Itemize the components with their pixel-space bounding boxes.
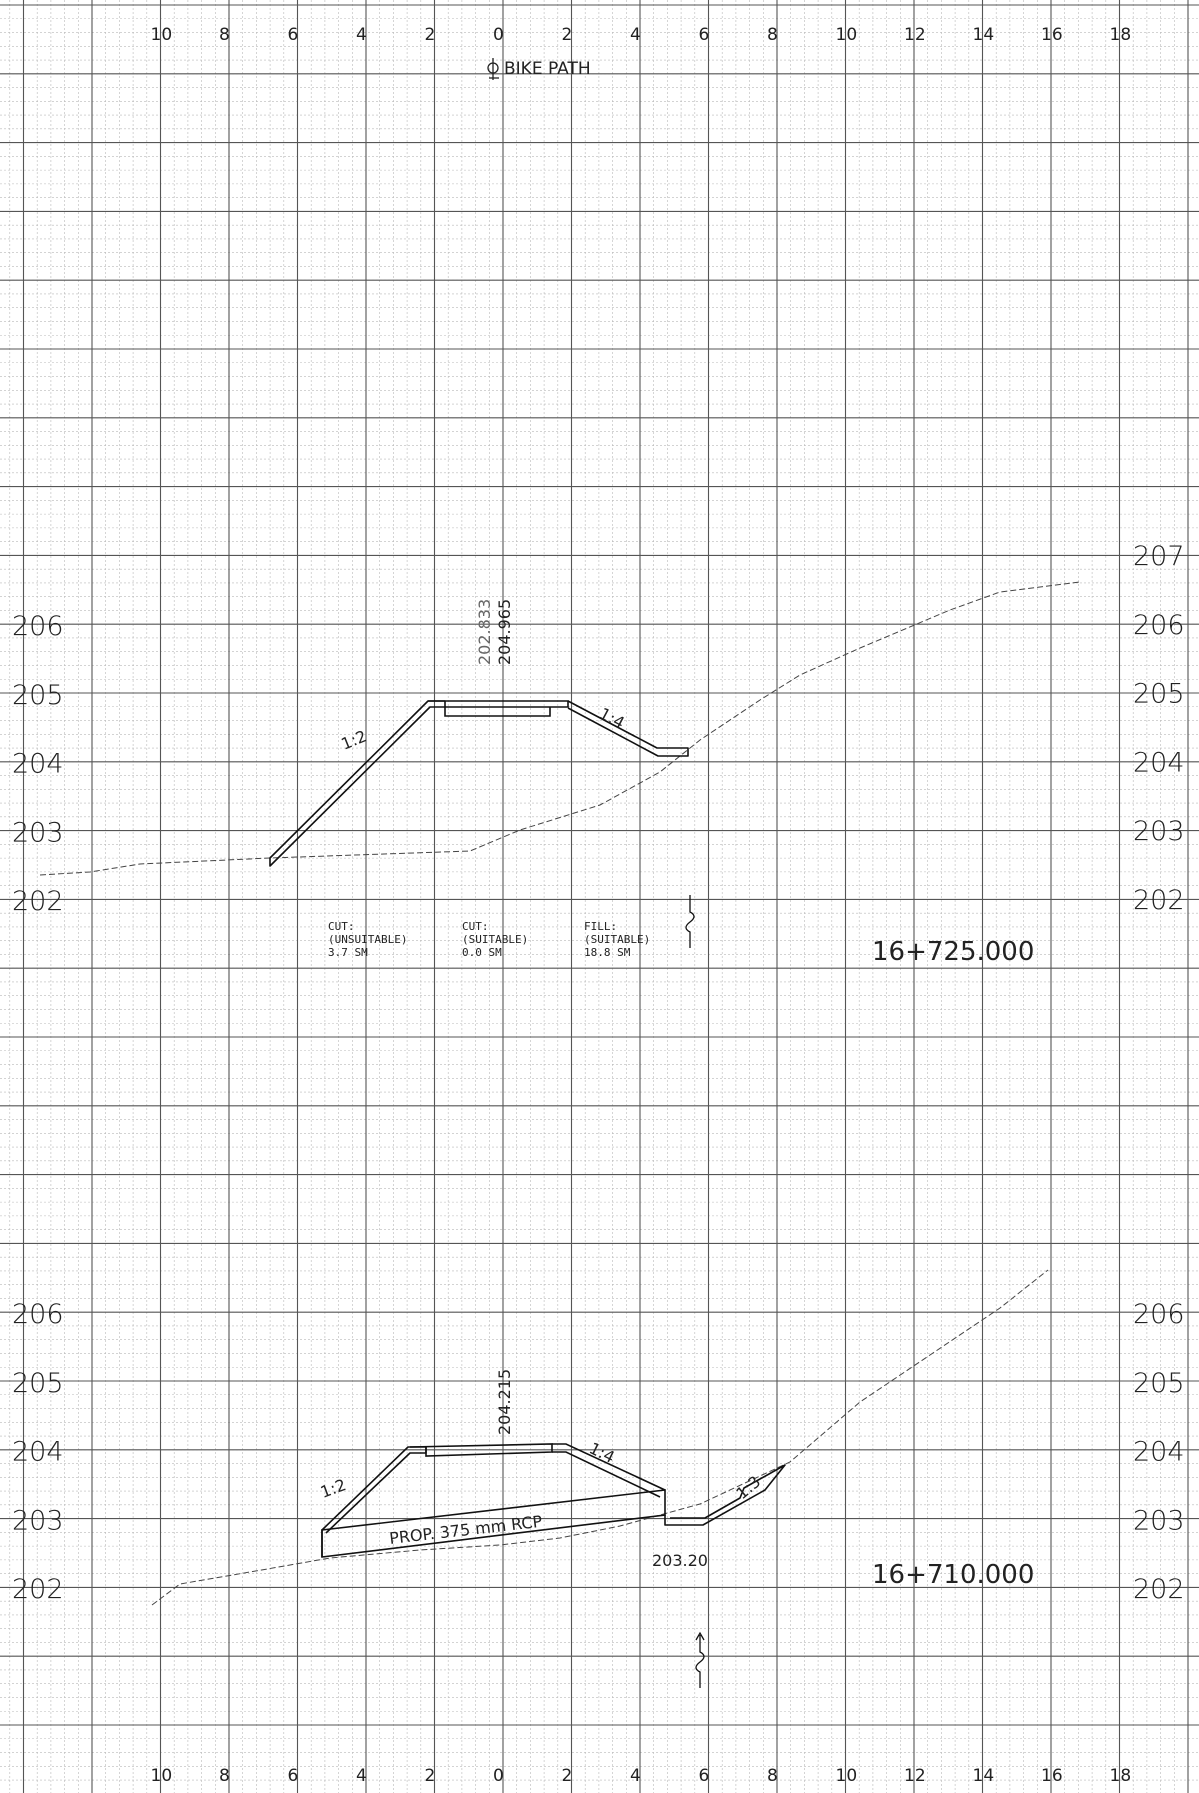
offset-tick-label: 2 (425, 1766, 436, 1786)
elevation-tick-label: 206 (12, 611, 64, 642)
offset-tick-label: 0 (493, 1766, 504, 1786)
elevation-tick-label: 205 (1133, 1368, 1185, 1399)
elevation-tick-label: 205 (12, 1368, 64, 1399)
elevation-tick-label: 204 (1133, 747, 1185, 778)
offset-tick-label: 10 (836, 1766, 858, 1786)
centerline-break-symbol (685, 895, 695, 948)
elevation-scale-right: 206 205 204 203 202 (1133, 1299, 1185, 1605)
offset-tick-label: 12 (904, 1766, 926, 1786)
elevation-tick-label: 204 (12, 1437, 64, 1468)
quantity-3-area: 18.8 SM (584, 946, 631, 959)
slope-label-ditch: 1:3 (732, 1472, 764, 1503)
existing-ground-line (151, 1269, 1049, 1606)
offset-tick-label: 4 (356, 25, 367, 45)
elevation-tick-label: 206 (12, 1299, 64, 1330)
offset-tick-label: 10 (151, 1766, 173, 1786)
elevation-tick-label: 206 (1133, 1299, 1185, 1330)
slope-label-right: 1:4 (586, 1439, 617, 1467)
station-label: 16+710.000 (872, 1560, 1034, 1590)
quantity-1-title: CUT: (328, 920, 355, 933)
finished-grade-elevation: 204.965 (495, 599, 514, 665)
offset-tick-label: 2 (562, 25, 573, 45)
elevation-tick-label: 207 (1133, 541, 1185, 572)
offset-tick-label: 18 (1110, 25, 1132, 45)
offset-tick-label: 2 (425, 25, 436, 45)
quantity-1-area: 3.7 SM (328, 946, 368, 959)
offset-tick-label: 12 (904, 25, 926, 45)
offset-tick-label: 8 (767, 1766, 778, 1786)
elevation-tick-label: 205 (12, 680, 64, 711)
offset-tick-label: 2 (562, 1766, 573, 1786)
elevation-scale-left: 206 205 204 203 202 (12, 611, 64, 917)
elevation-tick-label: 205 (1133, 679, 1185, 710)
ditch-section (664, 1464, 786, 1526)
quantity-3-title: FILL: (584, 920, 617, 933)
offset-axis-top: 10 8 6 4 2 0 2 4 6 8 10 12 14 16 18 (151, 25, 1132, 45)
offset-tick-label: 0 (493, 25, 504, 45)
quantity-1-material: (UNSUITABLE) (328, 933, 407, 946)
elevation-tick-label: 202 (12, 886, 64, 917)
elevation-tick-label: 203 (1133, 1505, 1185, 1536)
quantity-2-title: CUT: (462, 920, 489, 933)
slope-label-left: 1:2 (338, 726, 369, 753)
elevation-scale-left: 206 205 204 203 202 (12, 1299, 64, 1605)
quantity-3-material: (SUITABLE) (584, 933, 650, 946)
offset-tick-label: 6 (288, 1766, 299, 1786)
quantity-2-area: 0.0 SM (462, 946, 502, 959)
offset-tick-label: 16 (1041, 1766, 1063, 1786)
quantity-block: CUT: (UNSUITABLE) 3.7 SM CUT: (SUITABLE)… (328, 920, 650, 959)
embankment-right-slope (552, 1443, 666, 1498)
elevation-tick-label: 202 (12, 1574, 64, 1605)
slope-label-right: 1:4 (596, 704, 628, 733)
embankment-right-slope (567, 700, 689, 757)
offset-axis-bottom: 10 8 6 4 2 0 2 4 6 8 10 12 14 16 18 (151, 1766, 1132, 1786)
offset-tick-label: 10 (836, 25, 858, 45)
elevation-tick-label: 206 (1133, 610, 1185, 641)
offset-tick-label: 6 (699, 1766, 710, 1786)
offset-tick-label: 4 (630, 1766, 641, 1786)
offset-tick-label: 16 (1041, 25, 1063, 45)
elevation-tick-label: 203 (12, 817, 64, 848)
elevation-tick-label: 202 (1133, 1574, 1185, 1605)
offset-tick-label: 14 (973, 1766, 995, 1786)
offset-tick-label: 4 (356, 1766, 367, 1786)
pavement-layer (428, 700, 569, 717)
elevation-tick-label: 202 (1133, 885, 1185, 916)
elevation-tick-label: 204 (12, 749, 64, 780)
offset-tick-label: 6 (288, 25, 299, 45)
elevation-tick-label: 203 (12, 1505, 64, 1536)
centerline-symbol (487, 58, 499, 80)
offset-tick-label: 6 (699, 25, 710, 45)
quantity-2-material: (SUITABLE) (462, 933, 528, 946)
offset-tick-label: 18 (1110, 1766, 1132, 1786)
offset-tick-label: 10 (151, 25, 173, 45)
offset-tick-label: 8 (767, 25, 778, 45)
existing-ground-line (39, 581, 1081, 876)
elevation-scale-right: 207 206 205 204 203 202 (1133, 541, 1185, 916)
existing-ground-elevation: 202.833 (475, 599, 494, 665)
slope-label-left: 1:2 (318, 1475, 349, 1502)
station-label: 16+725.000 (872, 937, 1034, 967)
offset-tick-label: 8 (219, 1766, 230, 1786)
offset-tick-label: 14 (973, 25, 995, 45)
finished-grade-elevation: 204.215 (495, 1369, 514, 1435)
elevation-tick-label: 204 (1133, 1437, 1185, 1468)
centerline-label: BIKE PATH (504, 59, 591, 79)
offset-tick-label: 4 (630, 25, 641, 45)
centerline-title: BIKE PATH (487, 58, 591, 80)
elevation-tick-label: 203 (1133, 816, 1185, 847)
offset-tick-label: 8 (219, 25, 230, 45)
centerline-break-symbol (695, 1631, 705, 1688)
embankment-left-slope (269, 700, 446, 867)
invert-elevation: 203.20 (652, 1551, 708, 1570)
